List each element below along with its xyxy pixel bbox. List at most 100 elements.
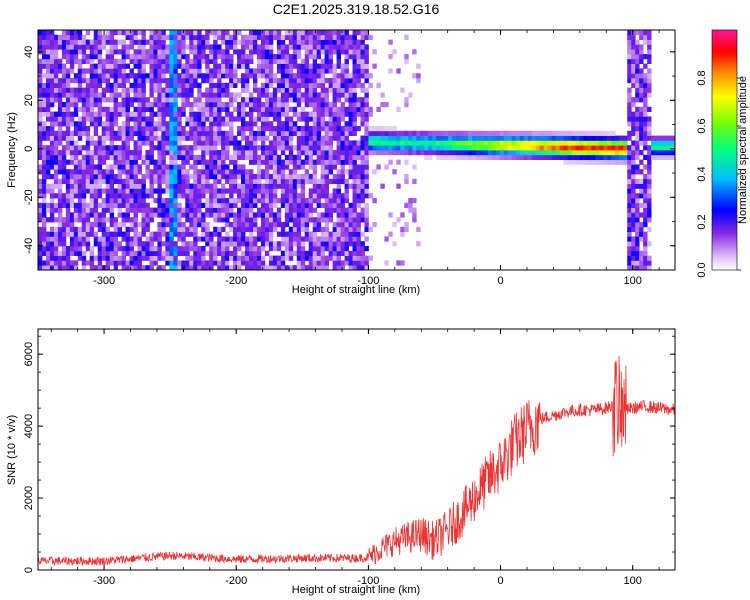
spectrogram-cell: [579, 154, 584, 160]
spectrogram-cell: [324, 34, 330, 40]
spectrogram-cell: [141, 178, 146, 184]
spectrogram-cell: [129, 236, 134, 242]
spectrogram-cell: [241, 54, 246, 60]
spectrogram-cell: [229, 78, 234, 84]
spectrogram-cell: [412, 198, 417, 204]
spectrogram-cell: [249, 169, 254, 175]
spectrogram-cell: [639, 255, 644, 261]
spectrogram-cell: [352, 97, 357, 103]
spectrogram-cell: [300, 183, 306, 189]
spectrogram-cell: [663, 140, 668, 146]
spectrogram-cell: [57, 34, 63, 40]
spectrogram-cell: [237, 39, 242, 45]
spectrogram-cell: [531, 135, 537, 141]
spectrogram-cell: [193, 78, 198, 84]
spectrogram-cell: [217, 49, 222, 55]
spectrogram-cell: [304, 102, 310, 108]
spectrogram-cell: [241, 164, 246, 170]
spectrogram-cell: [121, 164, 126, 170]
spectrogram-cell: [635, 135, 640, 141]
spectrogram-cell: [256, 126, 262, 132]
spectrogram-cell: [308, 217, 314, 223]
spectrogram-cell: [97, 145, 103, 151]
spectrogram-cell: [368, 226, 373, 232]
spectrogram-cell: [221, 135, 226, 141]
spectrogram-cell: [229, 102, 234, 108]
spectrogram-cell: [213, 159, 218, 165]
spectrogram-cell: [483, 135, 489, 141]
spectrogram-cell: [181, 222, 186, 228]
spectrogram-cell: [655, 154, 660, 160]
spectrogram-cell: [121, 130, 126, 136]
spectrogram-cell: [535, 140, 541, 146]
spectrogram-cell: [404, 145, 409, 151]
spectrogram-cell: [169, 159, 174, 165]
spectrogram-cell: [69, 193, 75, 199]
spectrogram-cell: [256, 92, 262, 98]
spectrogram-cell: [125, 73, 130, 79]
spectrogram-cell: [97, 183, 103, 189]
spectrogram-cell: [69, 169, 75, 175]
spectrogram-cell: [432, 145, 437, 151]
spectrogram-cell: [173, 39, 178, 45]
spectrogram-cell: [101, 154, 107, 160]
spectrogram-cell: [161, 78, 166, 84]
spectrogram-cell: [288, 246, 294, 252]
spectrogram-cell: [101, 226, 107, 232]
spectrogram-cell: [356, 164, 361, 170]
spectrogram-cell: [197, 58, 202, 64]
spectrogram-cell: [515, 130, 521, 136]
spectrogram-cell: [256, 178, 262, 184]
spectrogram-cell: [631, 44, 636, 50]
spectrogram-cell: [272, 188, 278, 194]
spectrogram-cell: [113, 250, 119, 256]
spectrogram-cell: [101, 58, 107, 64]
spectrogram-cell: [372, 198, 377, 204]
spectrogram-cell: [161, 159, 166, 165]
spectrogram-cell: [113, 63, 119, 69]
spectrogram-cell: [133, 217, 138, 223]
spectrogram-cell: [161, 250, 166, 256]
spectrogram-cell: [113, 111, 119, 117]
spectrogram-cell: [177, 82, 182, 88]
spectrogram-cell: [320, 174, 326, 180]
spectrogram-cell: [121, 63, 126, 69]
spectrogram-cell: [173, 68, 178, 74]
snr-marks: [37, 355, 676, 567]
spectrogram-cell: [507, 154, 513, 160]
spectrogram-cell: [129, 202, 134, 208]
spectrogram-cell: [173, 250, 178, 256]
spectrogram-cell: [260, 174, 266, 180]
spectrogram-cell: [245, 145, 250, 151]
spectrogram-cell: [177, 106, 182, 112]
spectrogram-cell: [412, 178, 417, 184]
spectrogram-cell: [336, 174, 341, 180]
spectrogram-cell: [328, 250, 334, 256]
spectrogram-cell: [264, 78, 270, 84]
spectrogram-cell: [185, 255, 190, 261]
spectrogram-cell: [264, 34, 270, 40]
spectrogram-cell: [312, 178, 318, 184]
spectrogram-cell: [424, 130, 429, 136]
spectrogram-cell: [268, 217, 274, 223]
spectrogram-cell: [364, 87, 369, 93]
spectrogram-cell: [133, 188, 138, 194]
spectrogram-cell: [81, 92, 87, 98]
spectrogram-cell: [276, 82, 282, 88]
spectrogram-cell: [260, 54, 266, 60]
spectrogram-cell: [57, 135, 63, 141]
spectrogram-cell: [137, 154, 142, 160]
spectrogram-cell: [635, 145, 640, 151]
spectrogram-cell: [49, 188, 55, 194]
spectrogram-cell: [225, 260, 230, 266]
spectrogram-cell: [185, 188, 190, 194]
spectrogram-cell: [567, 145, 572, 151]
spectrogram-cell: [655, 150, 660, 156]
spectrogram-cell: [181, 183, 186, 189]
spectrogram-cell: [197, 49, 202, 55]
spectrogram-cell: [117, 207, 123, 213]
spectrogram-cell: [276, 145, 282, 151]
spectrogram-cell: [105, 34, 111, 40]
spectrogram-cell: [141, 193, 146, 199]
